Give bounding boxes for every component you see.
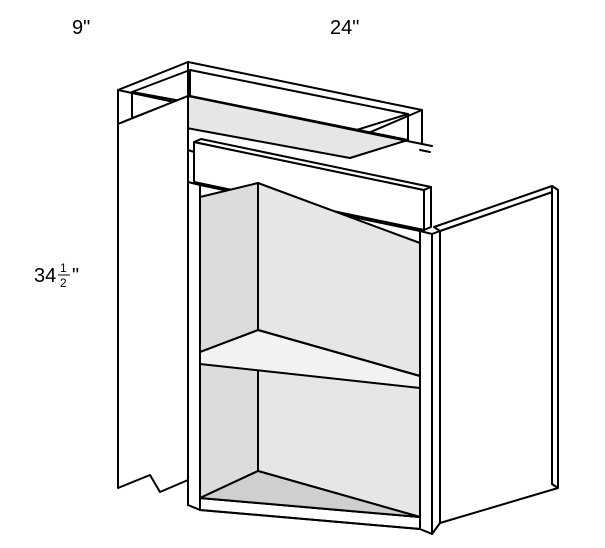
height-frac-den: 2 xyxy=(60,276,67,290)
height-whole: 34 xyxy=(34,265,56,287)
height-dimension-label: 34 1 2 " xyxy=(34,261,79,290)
width-dimension-label: 9" xyxy=(72,17,90,39)
height-inch-mark: " xyxy=(72,265,79,287)
cabinet-drawing xyxy=(118,62,558,534)
depth-dimension-label: 24" xyxy=(330,17,359,39)
height-frac-num: 1 xyxy=(60,261,67,275)
cabinet-diagram: 9" 24" 34 1 2 " xyxy=(0,0,605,548)
